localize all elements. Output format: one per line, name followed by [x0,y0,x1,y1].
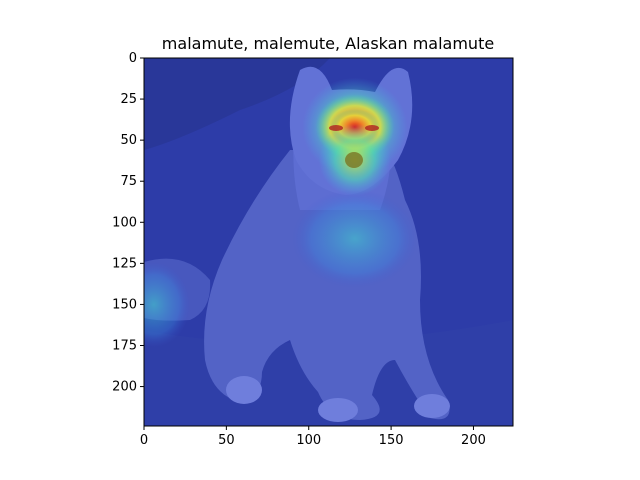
plot-area [144,58,513,426]
y-tick-label-4: 100 [112,215,137,230]
activation-region-4 [292,189,418,288]
ground-shadow [144,58,330,150]
x-tick-label-2: 100 [296,433,321,448]
y-tick-label-0: 0 [129,51,137,66]
dog-face-details [329,125,379,168]
y-tick-label-2: 50 [120,133,137,148]
dog-paw-front-right [414,394,450,418]
chart-title: malamute, malemute, Alaskan malamute [162,34,494,53]
x-tick-label-3: 150 [379,433,404,448]
y-axis: 0 25 50 75 100 125 150 175 200 [112,51,144,395]
chart-title-text: malamute, malemute, Alaskan malamute [162,34,494,53]
dog-paw-front-left [318,398,358,422]
dog-nose [345,152,363,168]
dog-paw-left [226,376,262,404]
y-tick-label-3: 75 [120,174,137,189]
y-tick-label-5: 125 [112,256,137,271]
plot-frame [143,57,514,427]
x-tick-label-1: 50 [218,433,235,448]
y-tick-label-7: 175 [112,339,137,354]
y-tick-label-8: 200 [112,380,137,395]
dog-eye-left [329,125,343,131]
x-axis: 0 50 100 150 200 [140,426,486,448]
x-tick-label-0: 0 [140,433,148,448]
activation-region-5 [144,261,191,348]
dog-eye-right [365,125,379,131]
x-tick-label-4: 200 [461,433,486,448]
y-tick-label-1: 25 [120,92,137,107]
y-tick-label-6: 150 [112,297,137,312]
